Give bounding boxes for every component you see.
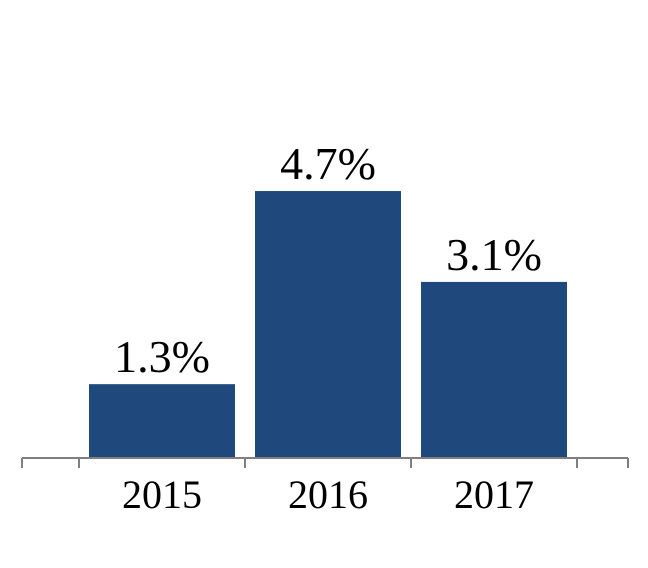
data-label-2015: 1.3% xyxy=(114,331,210,382)
data-labels-layer: 1.3% 4.7% 3.1% xyxy=(114,138,542,382)
x-tick-label-2015: 2015 xyxy=(122,472,202,517)
x-axis xyxy=(21,457,629,468)
bar-2016 xyxy=(255,191,401,459)
bars-layer xyxy=(89,191,567,459)
bar-2017 xyxy=(421,281,567,458)
x-tick-label-2016: 2016 xyxy=(288,472,368,517)
bar-2015 xyxy=(89,384,235,458)
x-tick-labels-layer: 2015 2016 2017 xyxy=(122,472,534,517)
x-tick-label-2017: 2017 xyxy=(454,472,534,517)
data-label-2017: 3.1% xyxy=(446,229,542,280)
data-label-2016: 4.7% xyxy=(280,138,376,189)
